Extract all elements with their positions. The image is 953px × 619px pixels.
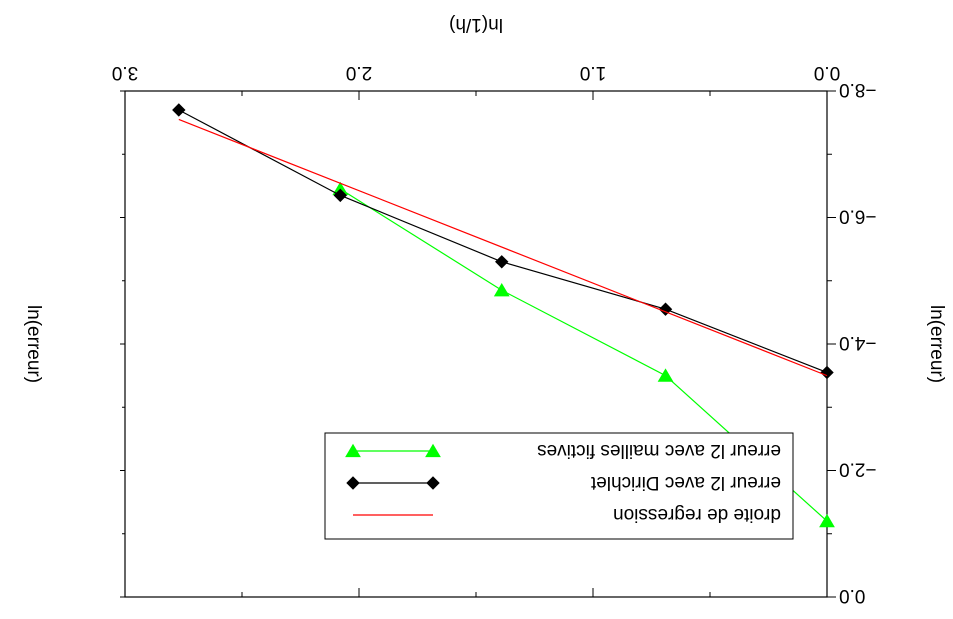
y-tick-label: −4.0: [839, 332, 877, 353]
axis-labels-group: ln(1/h) ln(erreur) ln(erreur): [23, 14, 947, 383]
y-axis-label-outer: ln(erreur): [23, 305, 44, 383]
y-tick-label: −2.0: [839, 459, 877, 480]
series-point-1: [820, 365, 834, 380]
legend: droite de regression erreur l2 avec Diric…: [324, 432, 794, 540]
x-tick-label: 0.0: [814, 62, 840, 83]
series-line-2: [178, 118, 828, 377]
series-point-0: [819, 513, 835, 528]
y-tick-label: −6.0: [839, 206, 877, 227]
legend-label: erreur l2 avec mailles fictives: [537, 440, 781, 461]
axis-ticks-group: 0.0 1.0 2.0 3.0 −8.0 −6.0 −4.0 −2.0 0.0: [112, 62, 877, 606]
series-point-1: [172, 103, 186, 117]
y-axis-label: ln(erreur): [926, 305, 947, 383]
y-tick-label: 0.0: [839, 585, 865, 606]
x-axis-label: ln(1/h): [449, 14, 503, 35]
legend-swatch-marker: [425, 443, 441, 458]
series-line-1: [178, 109, 828, 374]
legend-swatch-marker: [346, 476, 360, 490]
series-point-1: [495, 255, 509, 269]
series-point-1: [333, 188, 347, 203]
x-tick-label: 3.0: [112, 62, 138, 83]
series-point-0: [493, 282, 510, 297]
x-tick-label: 2.0: [346, 62, 372, 83]
x-tick-label: 1.0: [580, 62, 606, 83]
legend-label: erreur l2 avec Dirichlet: [590, 472, 781, 493]
legend-swatch-marker: [426, 476, 440, 490]
y-tick-label: −8.0: [839, 79, 877, 100]
series-point-0: [657, 368, 674, 382]
series-group: [172, 103, 835, 528]
series-point-1: [658, 302, 673, 316]
legend-swatch-marker: [345, 443, 361, 458]
legend-label: droite de regression: [613, 504, 781, 525]
